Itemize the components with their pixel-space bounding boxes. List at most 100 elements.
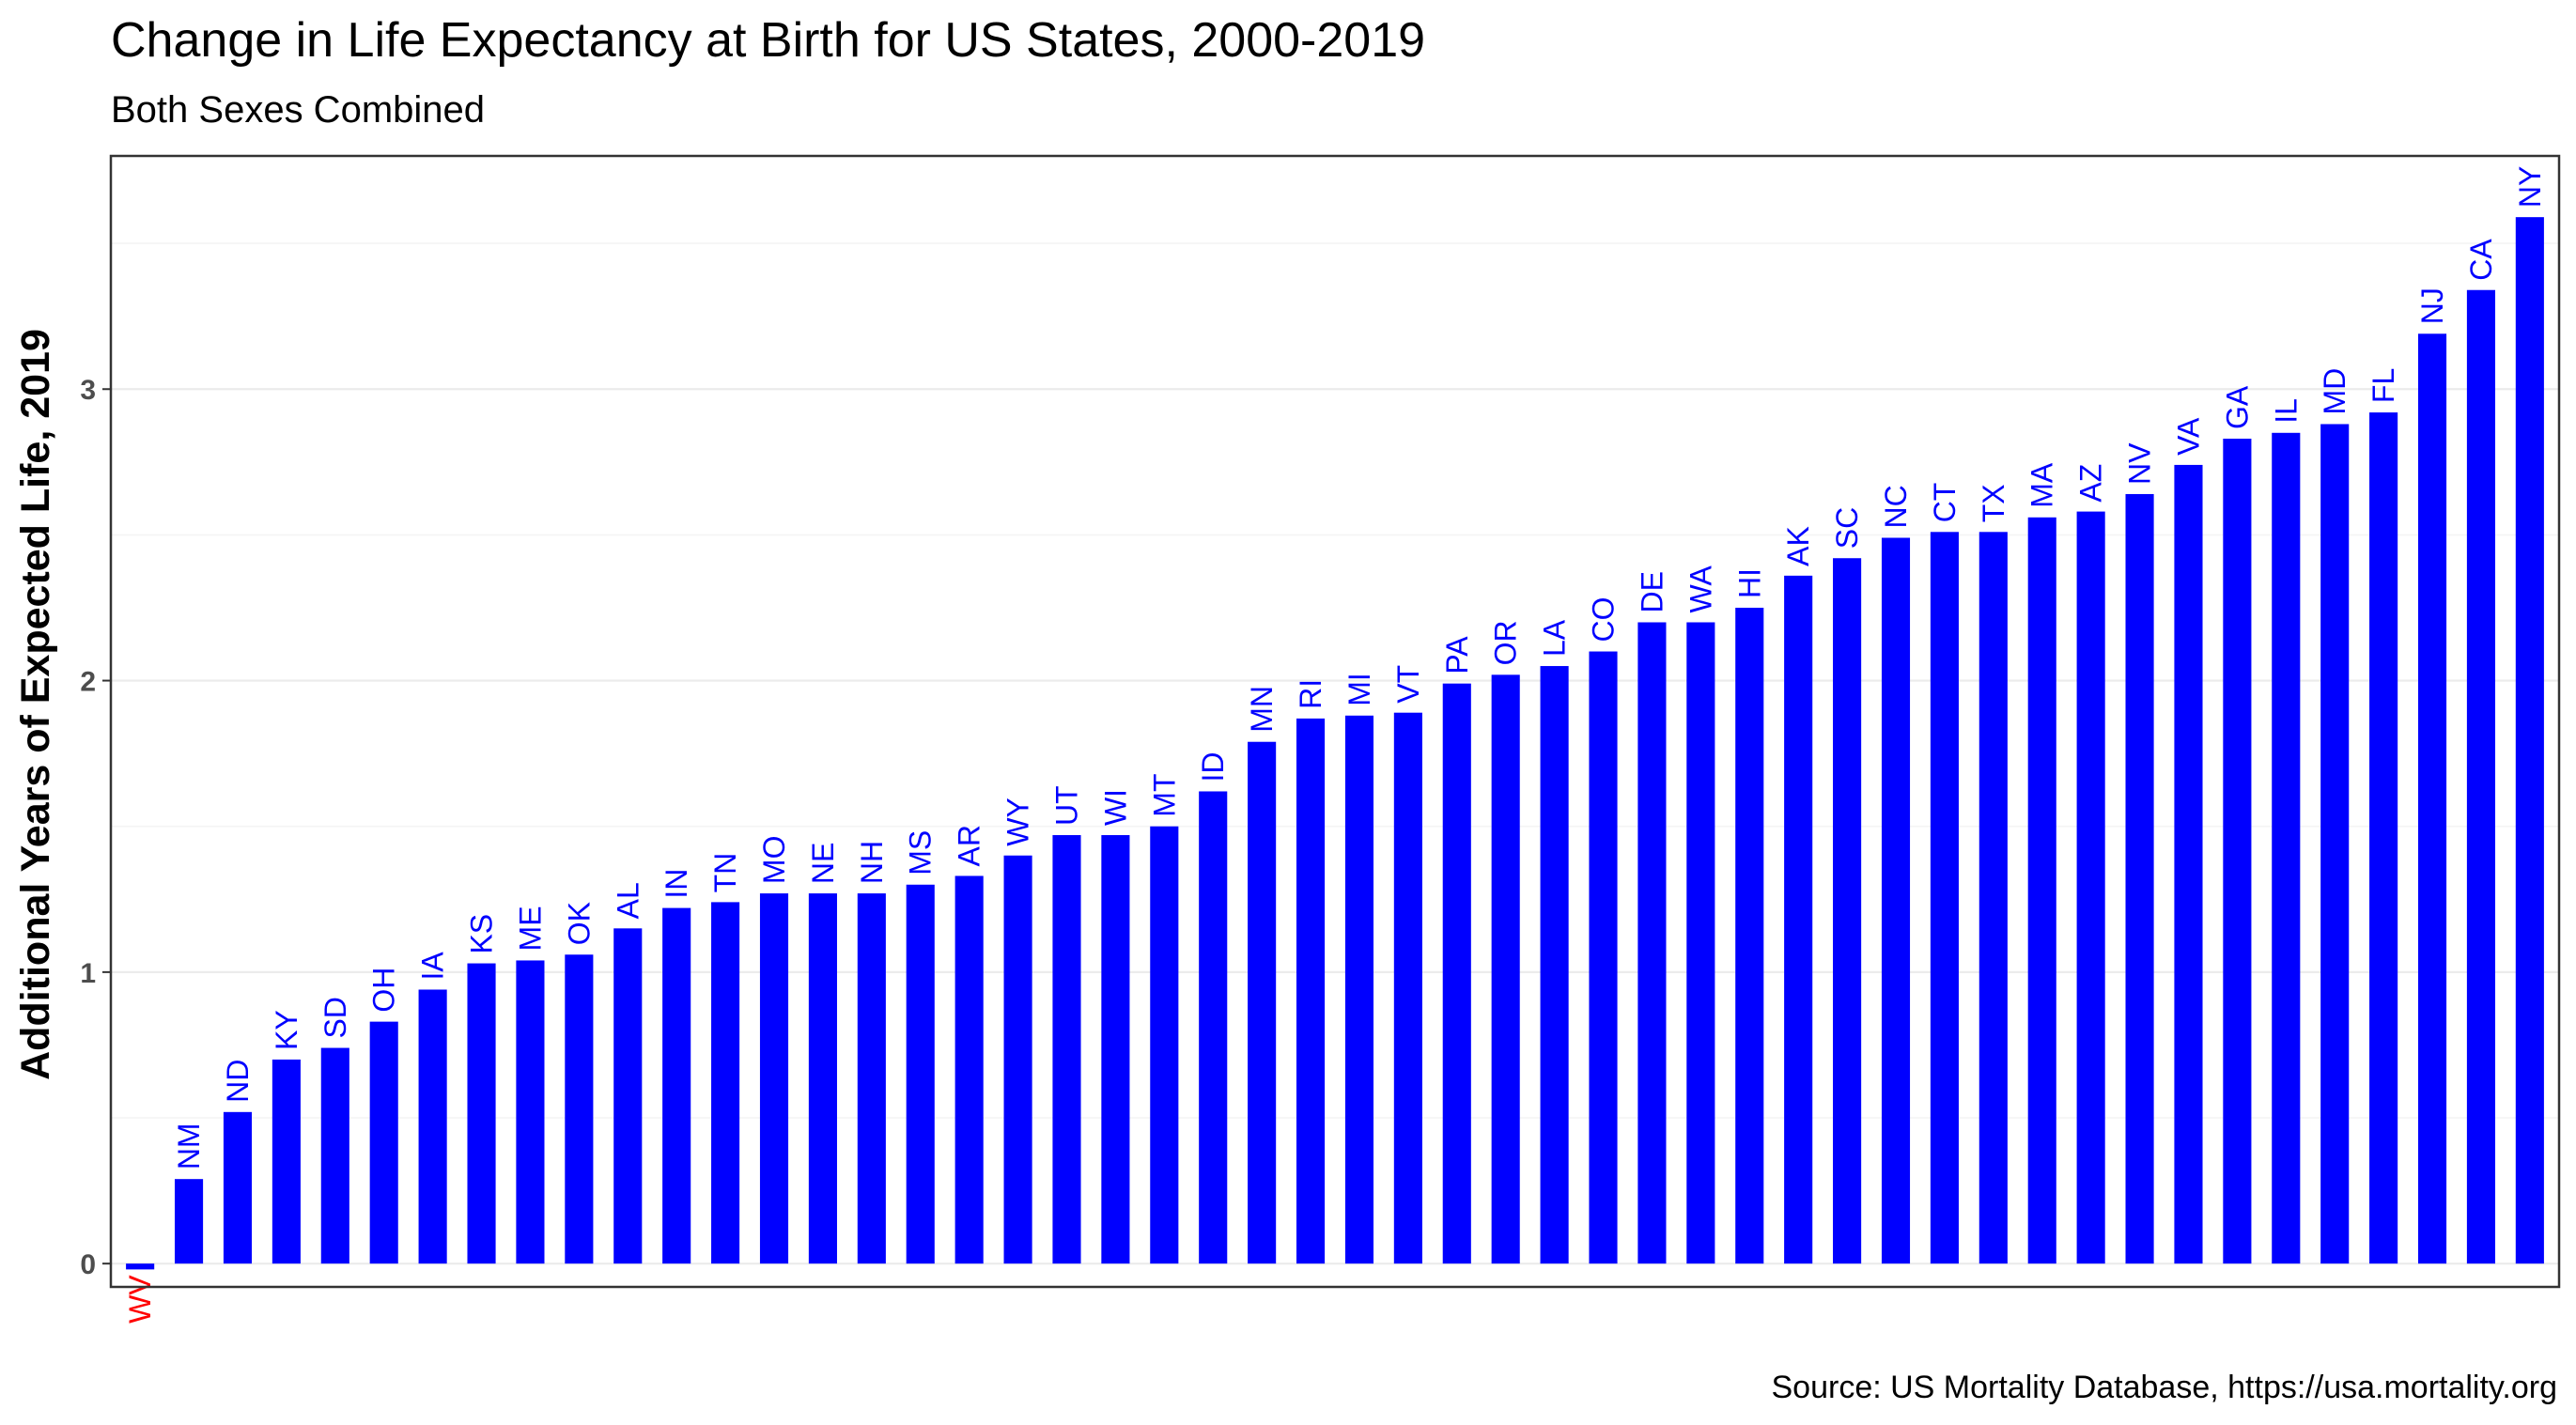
bar-co: [1589, 651, 1618, 1264]
bar-label-tn: TN: [708, 853, 742, 893]
y-axis: 0 1 2 3: [80, 375, 111, 1280]
bar-nm: [175, 1179, 204, 1264]
bar-mi: [1344, 715, 1374, 1264]
bar-label-in: IN: [660, 869, 693, 899]
bar-label-sc: SC: [1830, 507, 1864, 549]
bar-il: [2272, 432, 2301, 1264]
bar-label-ny: NY: [2513, 166, 2547, 208]
y-axis-label: Additional Years of Expected Life, 2019: [13, 329, 58, 1080]
bar-label-ga: GA: [2220, 385, 2254, 429]
bar-label-ca: CA: [2464, 239, 2498, 281]
bar-label-ne: NE: [806, 843, 840, 884]
bar-label-ak: AK: [1781, 526, 1815, 566]
bar-ca: [2466, 289, 2495, 1264]
bar-label-il: IL: [2269, 398, 2303, 424]
bar-label-ms: MS: [904, 830, 938, 875]
bar-label-nj: NJ: [2415, 287, 2449, 324]
bar-mo: [759, 893, 789, 1264]
bar-label-wy: WY: [1001, 798, 1035, 846]
bar-label-mn: MN: [1245, 686, 1279, 733]
y-tick-label: 2: [80, 667, 96, 698]
bar-oh: [369, 1021, 398, 1264]
bar-label-co: CO: [1587, 597, 1621, 643]
bar-ga: [2223, 439, 2252, 1264]
chart-title: Change in Life Expectancy at Birth for U…: [111, 13, 1425, 68]
y-tick-label: 0: [80, 1249, 96, 1280]
bar-label-nc: NC: [1879, 485, 1913, 528]
bar-label-sd: SD: [318, 997, 352, 1038]
bar-mn: [1248, 741, 1277, 1264]
y-tick-label: 1: [80, 958, 96, 989]
bar-va: [2174, 464, 2203, 1264]
bar-label-pa: PA: [1440, 636, 1474, 674]
bar-label-mo: MO: [757, 836, 791, 885]
bar-ok: [565, 954, 594, 1264]
bar-label-ut: UT: [1049, 785, 1083, 826]
bar-az: [2076, 511, 2105, 1264]
y-tick-label: 3: [80, 375, 96, 406]
bar-label-hi: HI: [1732, 568, 1766, 598]
bar-sc: [1833, 558, 1862, 1264]
bar-in: [662, 907, 691, 1264]
bar-label-id: ID: [1196, 751, 1230, 782]
bar-tx: [1979, 532, 2008, 1264]
bar-label-ok: OK: [562, 902, 596, 945]
bar-label-ct: CT: [1928, 483, 1962, 523]
bar-la: [1540, 666, 1569, 1264]
bar-label-wv: WV: [123, 1275, 157, 1324]
bar-label-wi: WI: [1098, 789, 1132, 826]
bar-nd: [223, 1111, 253, 1264]
bar-id: [1199, 791, 1228, 1264]
bar-label-nd: ND: [221, 1060, 255, 1103]
bar-ct: [1930, 532, 1959, 1264]
bar-md: [2320, 424, 2350, 1264]
bar-ut: [1052, 835, 1081, 1264]
bar-ri: [1296, 718, 1326, 1264]
bar-label-me: ME: [513, 906, 547, 951]
bar-label-ky: KY: [270, 1010, 303, 1050]
bar-nv: [2125, 493, 2154, 1264]
bar-label-vt: VT: [1391, 665, 1425, 704]
plot-panel-border: [109, 154, 2561, 1289]
bar-me: [516, 960, 545, 1264]
bar-nh: [857, 893, 886, 1264]
bar-ny: [2515, 217, 2544, 1264]
bar-nc: [1881, 537, 1911, 1264]
bar-pa: [1442, 683, 1471, 1264]
bar-ia: [418, 989, 447, 1264]
bar-label-tx: TX: [1977, 484, 2010, 522]
bar-label-ar: AR: [953, 825, 986, 866]
bar-label-az: AZ: [2074, 464, 2108, 503]
bar-vt: [1393, 712, 1422, 1264]
bar-label-la: LA: [1538, 619, 1572, 657]
bar-nj: [2417, 333, 2447, 1264]
bar-label-mt: MT: [1147, 774, 1181, 817]
bar-label-nv: NV: [2123, 442, 2157, 485]
bar-label-md: MD: [2318, 368, 2351, 415]
bar-label-al: AL: [611, 882, 644, 919]
bar-label-or: OR: [1489, 620, 1523, 665]
bar-label-ia: IA: [416, 952, 450, 981]
bar-wa: [1686, 622, 1715, 1264]
bars: [126, 217, 2544, 1270]
bar-label-nm: NM: [172, 1123, 206, 1169]
bar-ma: [2027, 517, 2056, 1264]
bar-label-ri: RI: [1294, 679, 1327, 709]
bar-sd: [320, 1047, 349, 1264]
chart-caption: Source: US Mortality Database, https://u…: [1772, 1370, 2558, 1405]
bar-al: [613, 928, 643, 1264]
bar-ky: [272, 1059, 301, 1264]
bar-label-nh: NH: [855, 841, 889, 884]
bar-label-wa: WA: [1684, 565, 1717, 612]
bar-ne: [808, 893, 837, 1264]
bar-label-ks: KS: [465, 914, 499, 954]
chart-subtitle: Both Sexes Combined: [111, 89, 485, 131]
bar-label-oh: OH: [367, 968, 401, 1013]
bar-fl: [2369, 412, 2398, 1264]
bar-wi: [1101, 835, 1130, 1264]
bar-label-fl: FL: [2367, 368, 2400, 403]
bar-label-de: DE: [1635, 571, 1668, 612]
bar-hi: [1735, 607, 1764, 1264]
bar-label-ma: MA: [2025, 462, 2059, 508]
